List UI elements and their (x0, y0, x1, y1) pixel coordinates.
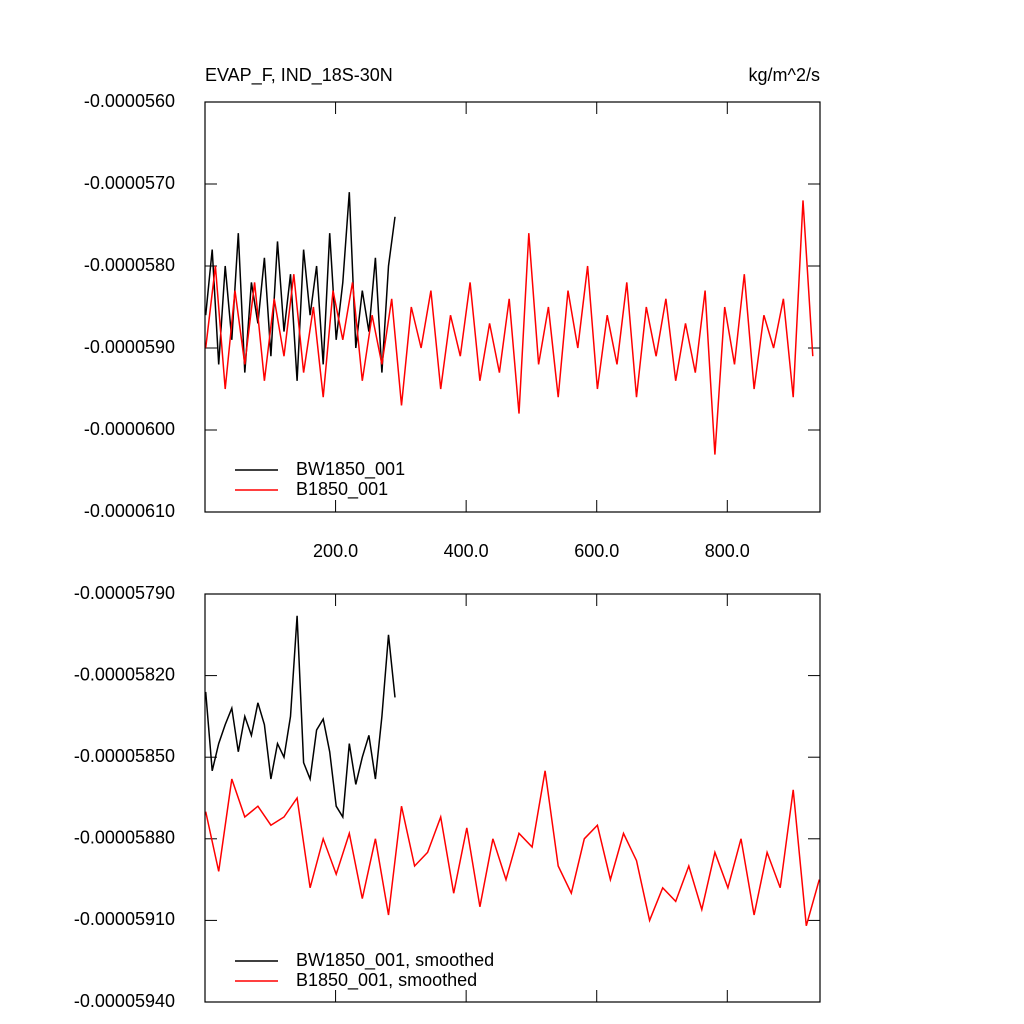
plot-frame (204, 593, 821, 1003)
x-tick-label: 200.0 (313, 541, 358, 561)
y-tick-label: -0.0000590 (84, 337, 175, 357)
y-tick-label: -0.0000600 (84, 419, 175, 439)
x-tick-label: 800.0 (705, 541, 750, 561)
y-tick-label: -0.00005940 (74, 991, 175, 1011)
legend-label: BW1850_001 (296, 459, 405, 480)
y-tick-label: -0.0000560 (84, 91, 175, 111)
y-tick-label: -0.00005850 (74, 746, 175, 766)
series-line (204, 192, 396, 381)
legend-label: BW1850_001, smoothed (296, 950, 494, 971)
x-tick-label: 600.0 (574, 541, 619, 561)
series-line (204, 200, 814, 455)
legend-label: B1850_001 (296, 479, 388, 500)
y-tick-label: -0.0000580 (84, 255, 175, 275)
y-tick-label: -0.00005880 (74, 828, 175, 848)
series-line (204, 770, 821, 927)
y-tick-label: -0.0000570 (84, 173, 175, 193)
units-label: kg/m^2/s (749, 65, 820, 85)
chart-title: EVAP_F, IND_18S-30N (205, 65, 393, 86)
y-tick-label: -0.00005790 (74, 583, 175, 603)
series-line (204, 615, 396, 820)
y-tick-label: -0.00005820 (74, 664, 175, 684)
y-tick-label: -0.00005910 (74, 909, 175, 929)
x-tick-label: 400.0 (444, 541, 489, 561)
plot-frame (204, 101, 821, 513)
y-tick-label: -0.0000610 (84, 501, 175, 521)
legend-label: B1850_001, smoothed (296, 970, 477, 991)
